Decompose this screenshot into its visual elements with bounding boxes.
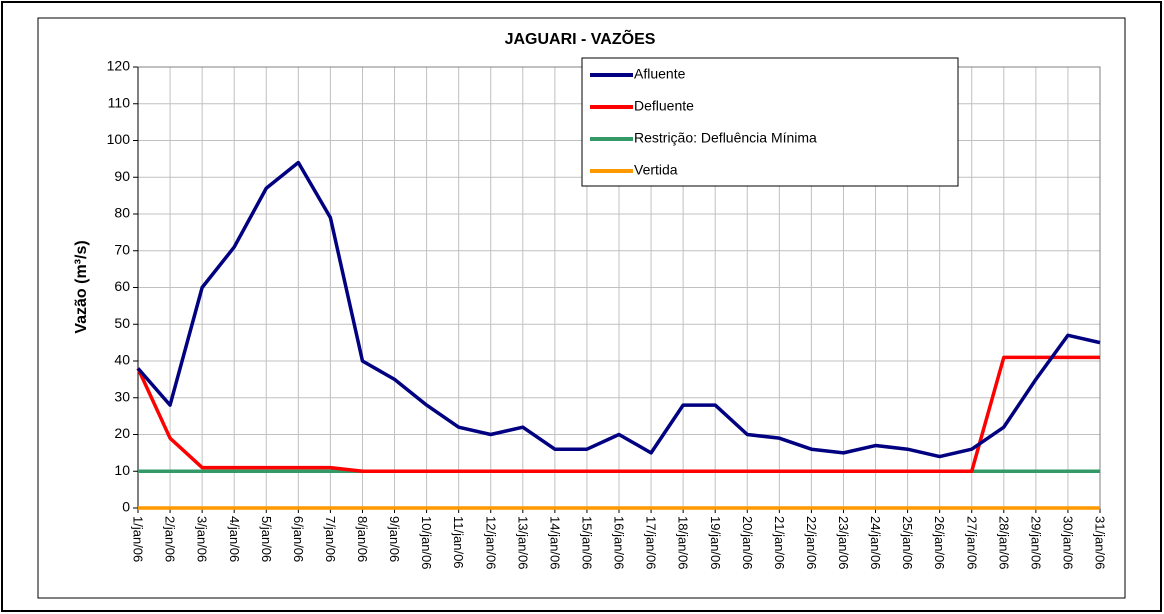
y-tick-label: 100: [107, 131, 131, 147]
y-tick-label: 0: [122, 499, 130, 515]
y-tick-label: 30: [114, 388, 130, 404]
x-tick-label: 28/jan/06: [996, 516, 1011, 570]
y-tick-label: 50: [114, 315, 130, 331]
x-tick-label: 25/jan/06: [900, 516, 915, 570]
y-tick-label: 70: [114, 241, 130, 257]
x-tick-label: 11/jan/06: [451, 516, 466, 569]
x-tick-label: 17/jan/06: [644, 516, 659, 570]
x-tick-label: 10/jan/06: [419, 516, 434, 570]
legend-label: Defluente: [634, 98, 694, 114]
x-tick-label: 22/jan/06: [804, 516, 819, 570]
x-tick-label: 7/jan/06: [323, 516, 338, 562]
x-tick-label: 30/jan/06: [1060, 516, 1075, 570]
x-tick-label: 1/jan/06: [131, 516, 146, 562]
x-tick-label: 3/jan/06: [195, 516, 210, 562]
x-tick-label: 4/jan/06: [227, 516, 242, 562]
x-tick-label: 12/jan/06: [483, 516, 498, 570]
x-tick-label: 31/jan/06: [1093, 516, 1108, 570]
legend-label: Restrição: Defluência Mínima: [634, 130, 817, 146]
y-tick-label: 110: [108, 94, 131, 110]
x-tick-label: 16/jan/06: [612, 516, 627, 570]
x-tick-label: 21/jan/06: [772, 516, 787, 570]
y-axis-label: Vazão (m³/s): [73, 240, 90, 333]
x-tick-label: 9/jan/06: [387, 516, 402, 562]
x-tick-label: 26/jan/06: [932, 516, 947, 570]
x-tick-label: 14/jan/06: [547, 516, 562, 570]
y-tick-label: 40: [114, 352, 130, 368]
x-tick-label: 2/jan/06: [163, 516, 178, 562]
x-tick-label: 18/jan/06: [676, 516, 691, 570]
y-tick-label: 80: [114, 205, 130, 221]
chart-title: JAGUARI - VAZÕES: [505, 28, 656, 48]
legend-label: Afluente: [634, 66, 686, 82]
x-tick-label: 8/jan/06: [355, 516, 370, 562]
x-tick-label: 27/jan/06: [964, 516, 979, 570]
x-tick-label: 24/jan/06: [868, 516, 883, 570]
y-tick-label: 10: [114, 462, 130, 478]
x-tick-label: 5/jan/06: [259, 516, 274, 562]
x-tick-label: 13/jan/06: [515, 516, 530, 570]
y-tick-label: 60: [114, 278, 130, 294]
y-tick-label: 20: [114, 425, 130, 441]
legend: [581, 57, 959, 187]
x-tick-label: 6/jan/06: [291, 516, 306, 562]
x-tick-label: 23/jan/06: [836, 516, 851, 570]
y-tick-label: 90: [114, 168, 130, 184]
x-tick-label: 29/jan/06: [1028, 516, 1043, 570]
series-line: [136, 160, 1101, 459]
x-tick-label: 19/jan/06: [708, 516, 723, 570]
legend-label: Vertida: [634, 162, 678, 178]
series-line: [136, 355, 1100, 473]
x-tick-label: 20/jan/06: [740, 516, 755, 570]
x-tick-label: 15/jan/06: [579, 516, 594, 570]
y-tick-label: 120: [107, 58, 131, 74]
